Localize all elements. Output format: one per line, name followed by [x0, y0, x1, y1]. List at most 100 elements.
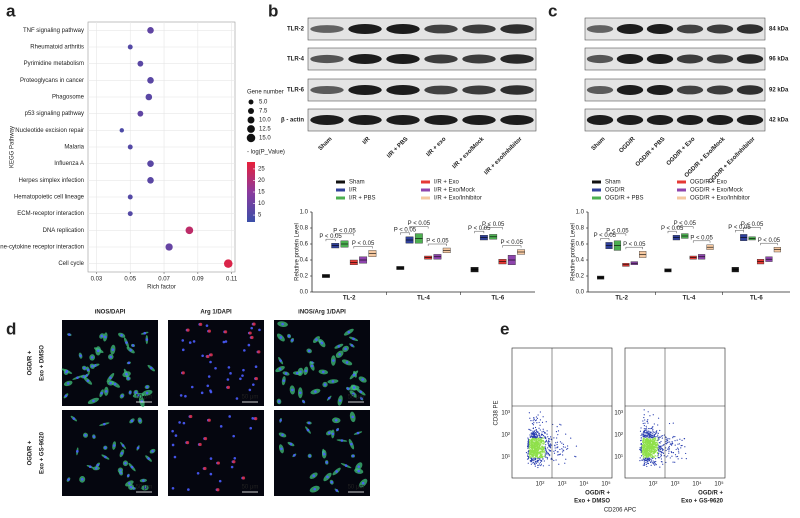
flow-event	[669, 457, 671, 459]
arg-cell	[199, 322, 203, 326]
blot-band	[348, 85, 382, 95]
flow-event	[654, 448, 656, 450]
nucleus	[126, 474, 130, 477]
flow-event	[548, 449, 550, 451]
nucleus	[230, 465, 234, 469]
x-tick-label: 0.11	[226, 277, 238, 283]
arg-cell	[186, 328, 190, 332]
nucleus	[351, 454, 355, 458]
blot-strip	[584, 108, 766, 132]
flow-event	[529, 417, 531, 419]
flow-event	[649, 428, 651, 430]
flow-event	[535, 445, 537, 448]
column-header: iNOS/Arg 1/DAPI	[298, 310, 346, 316]
nucleus	[92, 435, 96, 438]
flow-event	[538, 433, 540, 435]
flow-event	[658, 445, 660, 448]
nucleus	[357, 469, 361, 473]
legend-size	[247, 125, 255, 133]
row-label: Exo + GS-9620	[40, 431, 46, 474]
nucleus	[90, 356, 94, 359]
nucleus	[290, 338, 294, 342]
flow-event	[641, 450, 643, 452]
flow-event	[645, 443, 647, 445]
bubble	[127, 44, 133, 50]
flow-event	[648, 442, 650, 444]
bubble	[127, 194, 133, 200]
flow-event	[657, 437, 660, 439]
sig-bracket	[676, 226, 694, 229]
colorbar-label: 10	[258, 201, 265, 207]
flow-event	[540, 460, 543, 462]
flow-event	[556, 437, 558, 439]
arg-cell	[226, 385, 230, 390]
nucleus	[235, 397, 239, 400]
sig-bracket	[625, 247, 643, 250]
blot-band	[706, 85, 734, 95]
sig-bracket	[400, 232, 410, 235]
blot-band	[646, 115, 674, 125]
flow-event	[651, 445, 653, 447]
flow-event	[640, 434, 642, 437]
flow-event	[654, 444, 656, 446]
category-label: Cytokine-cytokine receptor interaction	[0, 245, 84, 251]
flow-event	[653, 450, 655, 452]
flow-event	[531, 446, 533, 448]
flow-event	[660, 450, 662, 453]
flow-event	[535, 442, 537, 445]
flow-event	[538, 442, 540, 444]
nucleus	[249, 426, 253, 430]
nucleus	[315, 338, 318, 341]
blot-band	[736, 115, 764, 125]
flow-event	[536, 422, 538, 424]
flow-event	[654, 437, 657, 439]
nucleus	[331, 432, 335, 436]
flow-event	[574, 455, 576, 458]
nucleus	[100, 334, 104, 338]
flow-event	[575, 445, 578, 447]
nucleus	[282, 379, 286, 382]
flow-event	[640, 451, 642, 454]
flow-event	[653, 437, 655, 439]
flow-plot	[624, 347, 726, 479]
flow-event	[544, 437, 547, 439]
blot-row-label: 92 kDa	[769, 88, 789, 94]
nucleus	[361, 378, 364, 381]
flow-event	[655, 441, 658, 444]
nucleus	[86, 368, 90, 372]
x-tick-label: TL-2	[343, 296, 356, 302]
flow-event	[540, 452, 542, 455]
flow-event	[532, 437, 534, 439]
flow-event	[674, 454, 677, 456]
flow-event	[643, 454, 645, 456]
flow-event	[642, 440, 645, 442]
flow-event	[646, 429, 648, 431]
flow-event	[648, 427, 650, 430]
flow-event	[545, 449, 547, 451]
nucleus	[209, 360, 212, 364]
arg-cell	[207, 329, 211, 333]
flow-event	[531, 448, 533, 450]
flow-event	[641, 451, 643, 453]
x-tick-label: 10³	[558, 482, 567, 488]
flow-event	[644, 456, 646, 458]
flow-event	[559, 448, 561, 451]
flow-event	[541, 443, 543, 445]
flow-event	[685, 452, 687, 455]
nucleus	[131, 344, 135, 347]
nucleus	[222, 340, 226, 344]
blot-row-label: 84 kDa	[769, 27, 789, 33]
sig-bracket	[502, 245, 522, 248]
bubble	[127, 211, 133, 217]
flow-event	[547, 452, 550, 455]
flow-event	[661, 445, 663, 447]
blot-band	[706, 54, 734, 64]
flow-event	[529, 451, 531, 453]
nucleus	[306, 428, 310, 432]
nucleus	[66, 382, 70, 385]
nucleus	[347, 330, 351, 334]
bubble	[147, 27, 154, 34]
flow-event	[649, 446, 652, 449]
x-tick-label: TL-2	[615, 296, 628, 302]
flow-event	[640, 437, 642, 439]
